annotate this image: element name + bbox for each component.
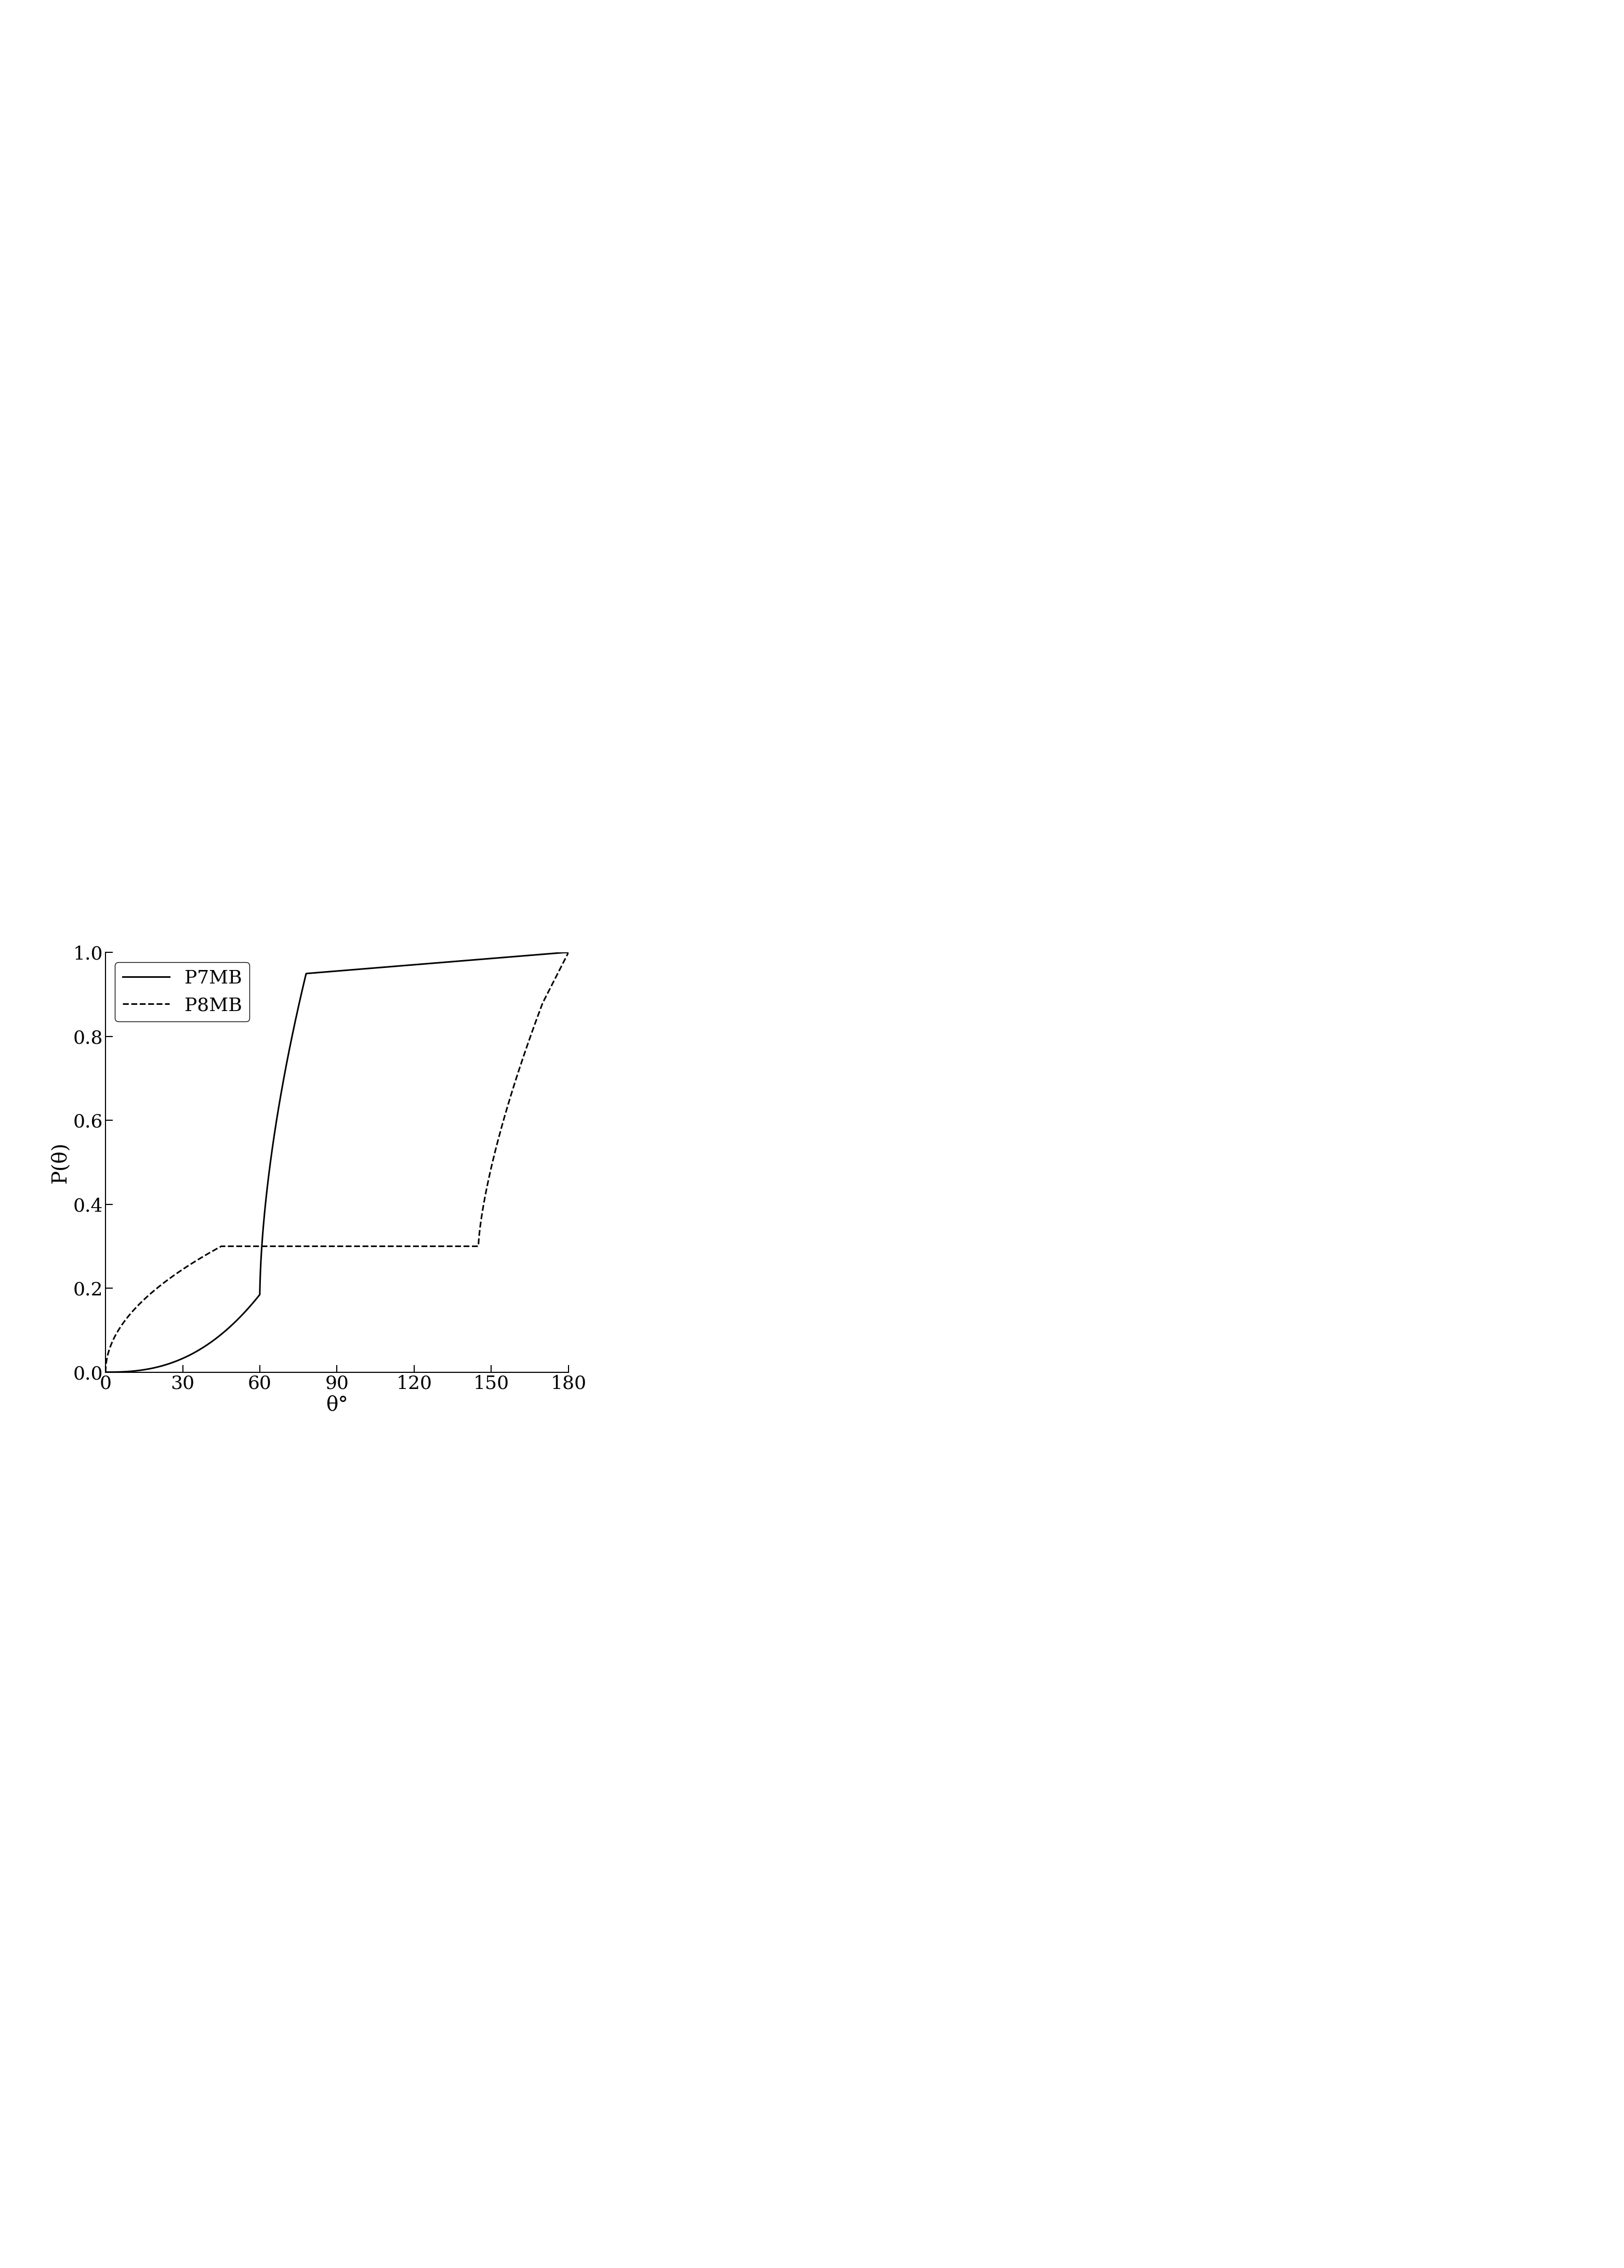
X-axis label: θ°: θ°	[326, 1395, 348, 1415]
P8MB	[96, 1359, 115, 1386]
P7MB	[460, 946, 479, 973]
P7MB	[322, 957, 341, 984]
P7MB	[554, 939, 573, 966]
P8MB	[460, 1234, 479, 1261]
Line: P7MB: P7MB	[106, 953, 568, 1372]
P8MB	[559, 939, 578, 966]
P7MB	[559, 939, 578, 966]
Y-axis label: P(θ): P(θ)	[50, 1141, 70, 1184]
P8MB	[309, 1234, 328, 1261]
P7MB	[309, 959, 328, 987]
P7MB	[546, 939, 565, 966]
Line: P8MB: P8MB	[106, 953, 568, 1372]
P7MB	[546, 939, 565, 966]
P8MB	[322, 1234, 341, 1261]
P8MB	[546, 966, 565, 993]
P8MB	[546, 966, 565, 993]
Legend: P7MB, P8MB: P7MB, P8MB	[115, 962, 250, 1021]
P8MB	[120, 1302, 140, 1329]
P7MB	[96, 1359, 115, 1386]
P7MB	[120, 1359, 140, 1386]
